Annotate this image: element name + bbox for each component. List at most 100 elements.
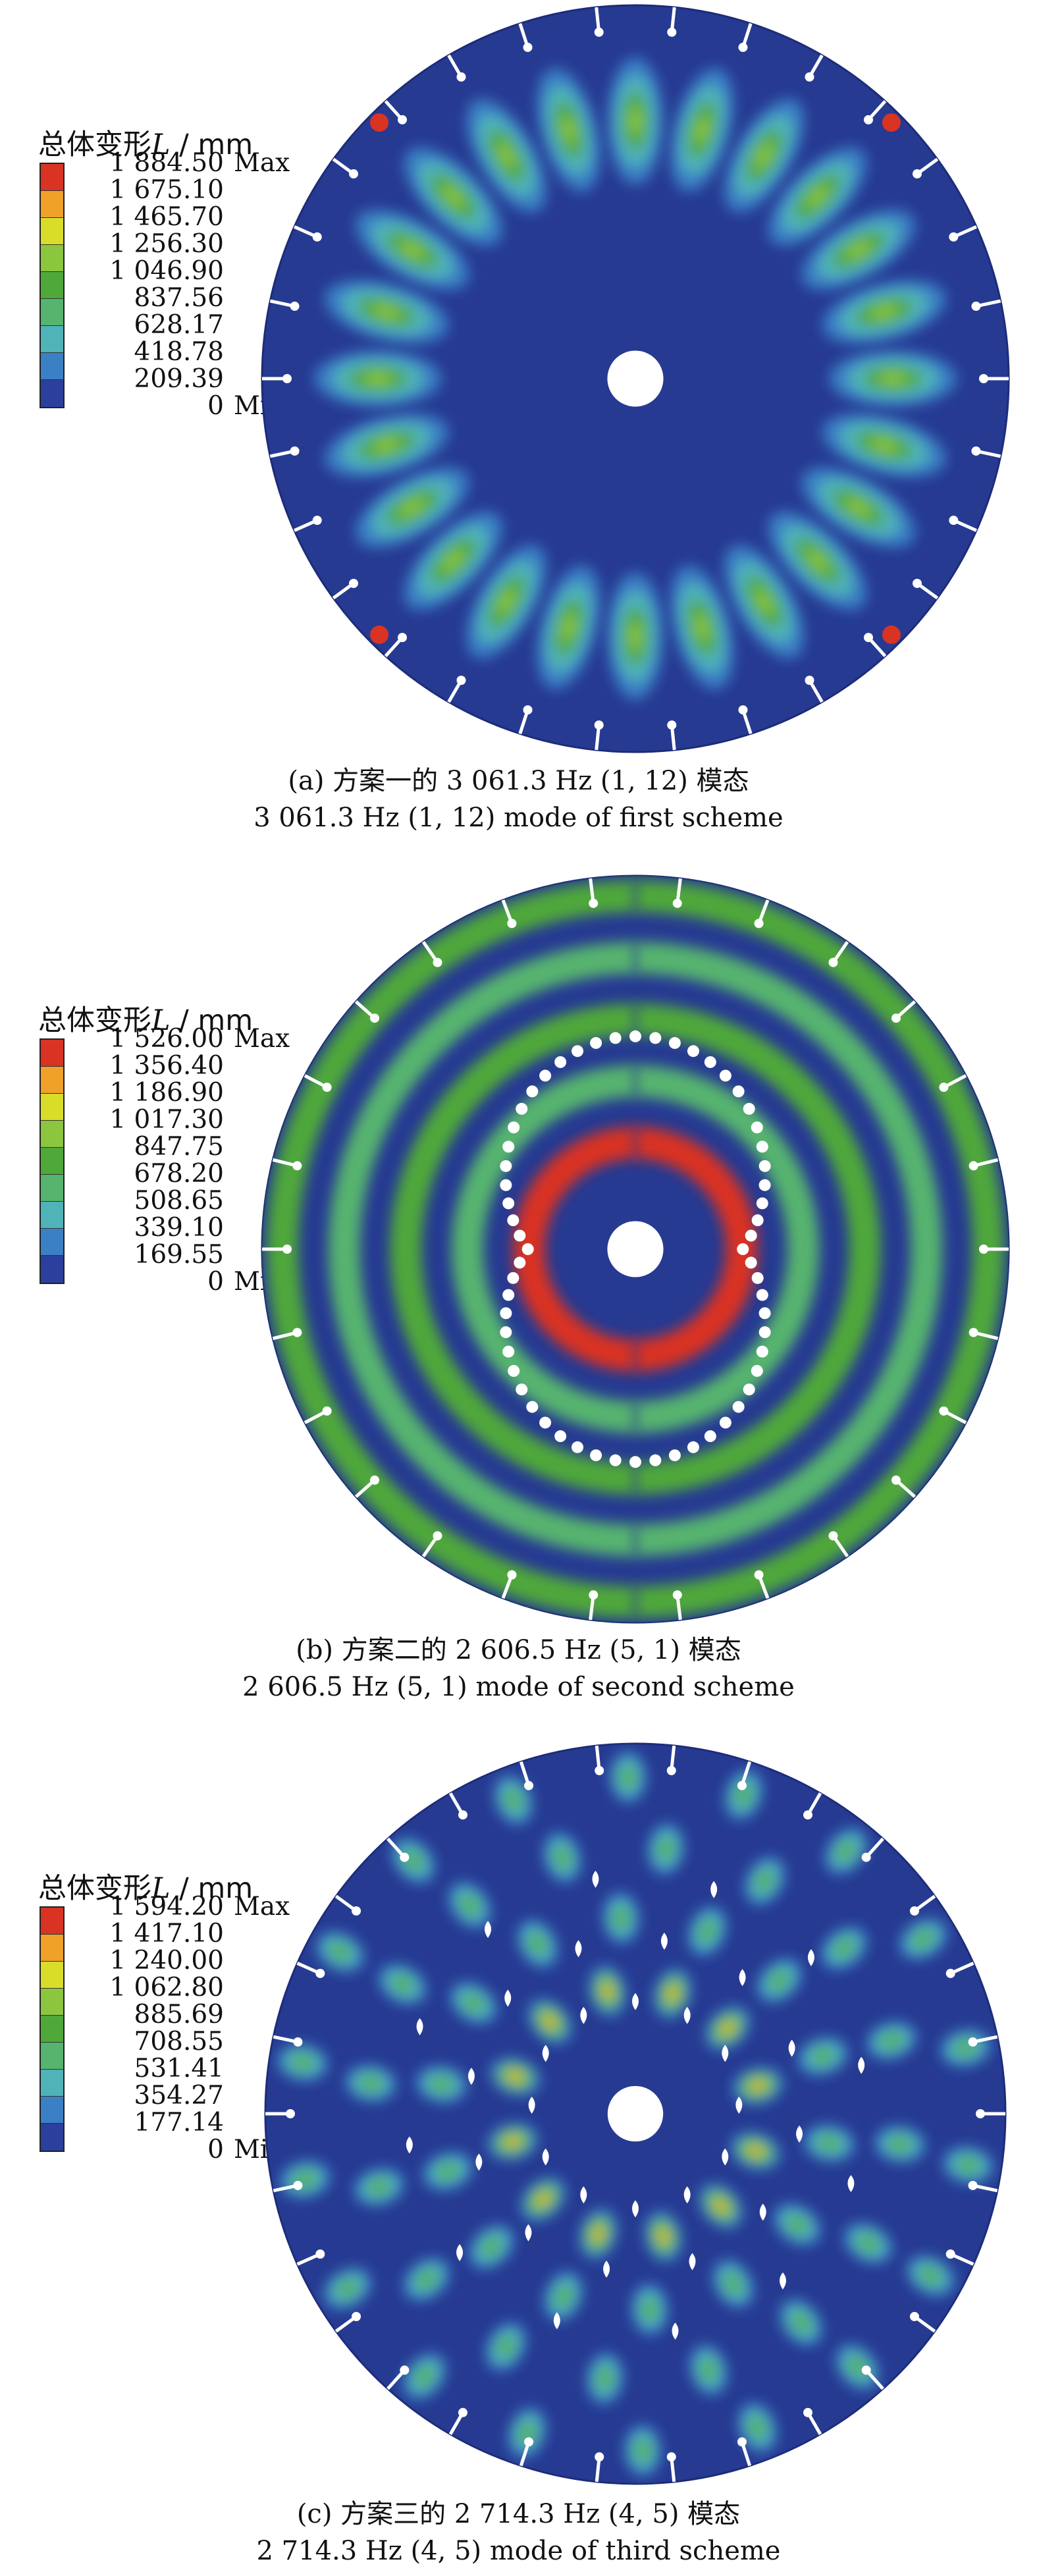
legend-value: 1 046.90 [109, 256, 224, 286]
cooling-hole [507, 1214, 519, 1227]
slot-end-hole [524, 2437, 534, 2447]
antinode-lobe [609, 1751, 647, 1804]
contour-band [659, 2230, 668, 2242]
ring-band [635, 1004, 881, 1495]
antinode-lobe [468, 2224, 514, 2269]
slot-end-hole [945, 2249, 955, 2259]
cooling-hole [751, 1214, 764, 1227]
cooling-hole [719, 1069, 731, 1082]
legend-tick-label: 354.27 [72, 2082, 224, 2109]
legend-title-symbol: L [151, 1872, 171, 1905]
antinode-lobe [543, 1832, 582, 1883]
cooling-hole [500, 1179, 512, 1191]
legend-value: 531.41 [134, 2054, 224, 2083]
contour-band [755, 589, 773, 614]
antinode-lobe [822, 280, 946, 344]
antinode-lobe [487, 2122, 539, 2161]
antinode-lobe [829, 350, 957, 407]
legend-c: 总体变形L / mm 1 594.20 Max 1 417.10 1 240.00 1 … [38, 1865, 290, 2221]
cooling-hole [572, 1045, 584, 1058]
legend-tick-label: 1 256.30 [72, 230, 224, 257]
contour-band [498, 589, 516, 614]
antinode-lobe [537, 566, 600, 689]
contour-band [600, 2373, 609, 2384]
teardrop-hole [683, 2006, 691, 2024]
slot-end-hole [863, 115, 873, 124]
slot-end-hole [672, 898, 682, 908]
contour-band [558, 1852, 567, 1864]
teardrop-hole [739, 1969, 746, 1987]
teardrop-hole [672, 2322, 679, 2340]
contour-band [562, 116, 576, 144]
legend-title-unit: / mm [170, 1872, 253, 1905]
caption-c: (c) 方案三的 2 714.3 Hz (4, 5) 模态 2 714.3 Hz… [0, 2496, 1037, 2569]
legend-value: 885.69 [134, 2000, 224, 2029]
legend-value: 1 017.30 [109, 1105, 224, 1135]
contour-band [373, 438, 400, 452]
slot-end-hole [803, 1810, 812, 1820]
cooling-hole [539, 1416, 552, 1429]
legend-title-text: 总体变形 [38, 128, 151, 161]
contour-band [925, 2271, 936, 2280]
slot-end-hole [968, 2180, 978, 2190]
caption-cn-c: (c) 方案三的 2 714.3 Hz (4, 5) 模态 [296, 2499, 741, 2529]
band-arc [390, 1004, 636, 1495]
contour-band [962, 2160, 974, 2170]
teardrop-hole [553, 2312, 560, 2330]
antinode-lobe [712, 2259, 754, 2309]
slot-end-hole [594, 720, 604, 730]
legend-swatch [41, 1256, 63, 1283]
legend-value: 508.65 [134, 1186, 224, 1216]
cooling-hole [668, 1449, 681, 1462]
slot-end-hole [456, 676, 466, 685]
legend-value: 1 465.70 [109, 202, 224, 232]
antinode-lobe [315, 1931, 365, 1973]
cooling-hole [751, 1121, 763, 1134]
contour-band [960, 2043, 972, 2053]
antinode-lobe [277, 2043, 329, 2081]
antinode-lobe [942, 2146, 994, 2184]
cooling-hole [732, 1401, 745, 1413]
slot-end-hole [912, 169, 922, 179]
cooling-hole [502, 1289, 515, 1301]
teardrop-hole [735, 2097, 743, 2114]
slot-end-hole [433, 1531, 442, 1541]
slot-end-hole [979, 374, 988, 383]
slot-end-hole [594, 27, 604, 37]
cooling-hole [758, 1326, 771, 1339]
deformation-field [314, 57, 957, 700]
antinode-lobe [699, 2183, 743, 2229]
cooling-hole [756, 1140, 768, 1153]
deformation-field [282, 896, 988, 1602]
contour-band [538, 2194, 548, 2205]
contour-band [442, 185, 464, 207]
legend-swatch [41, 1229, 63, 1256]
ring-band [390, 1004, 636, 1495]
antinode-lobe [820, 1926, 868, 1970]
legend-tick-label: 847.75 [72, 1133, 224, 1160]
disc-modal-shape-c [264, 1742, 1007, 2485]
cooling-hole [516, 1383, 528, 1396]
figure-panel-b: 总体变形L / mm 1 526.00 Max 1 356.40 1 186.90 1 … [0, 863, 1037, 1719]
contour-band [728, 2278, 738, 2290]
antinode-lobe [493, 1775, 533, 1825]
cooling-hole [590, 1449, 602, 1462]
legend-tick-label: 885.69 [72, 2001, 224, 2028]
antinode-lobe [527, 1999, 572, 2045]
slot-end-hole [400, 1852, 410, 1862]
teardrop-hole [456, 2243, 464, 2261]
contour-band [870, 438, 898, 452]
slot-end-hole [976, 2109, 985, 2118]
antinode-lobe [607, 572, 664, 700]
legend-tick-label: 531.41 [72, 2055, 224, 2082]
legend-title-text: 总体变形 [38, 1872, 151, 1905]
cooling-hole [502, 1345, 515, 1358]
contour-band [845, 498, 871, 516]
contour-band [823, 2139, 836, 2148]
slot-end-hole [667, 720, 677, 730]
contour-band [501, 2341, 511, 2352]
antinode-lobe [588, 1965, 627, 2017]
slot-end-hole [949, 516, 959, 525]
ring-band [635, 942, 943, 1557]
cooling-hole [687, 1045, 699, 1058]
